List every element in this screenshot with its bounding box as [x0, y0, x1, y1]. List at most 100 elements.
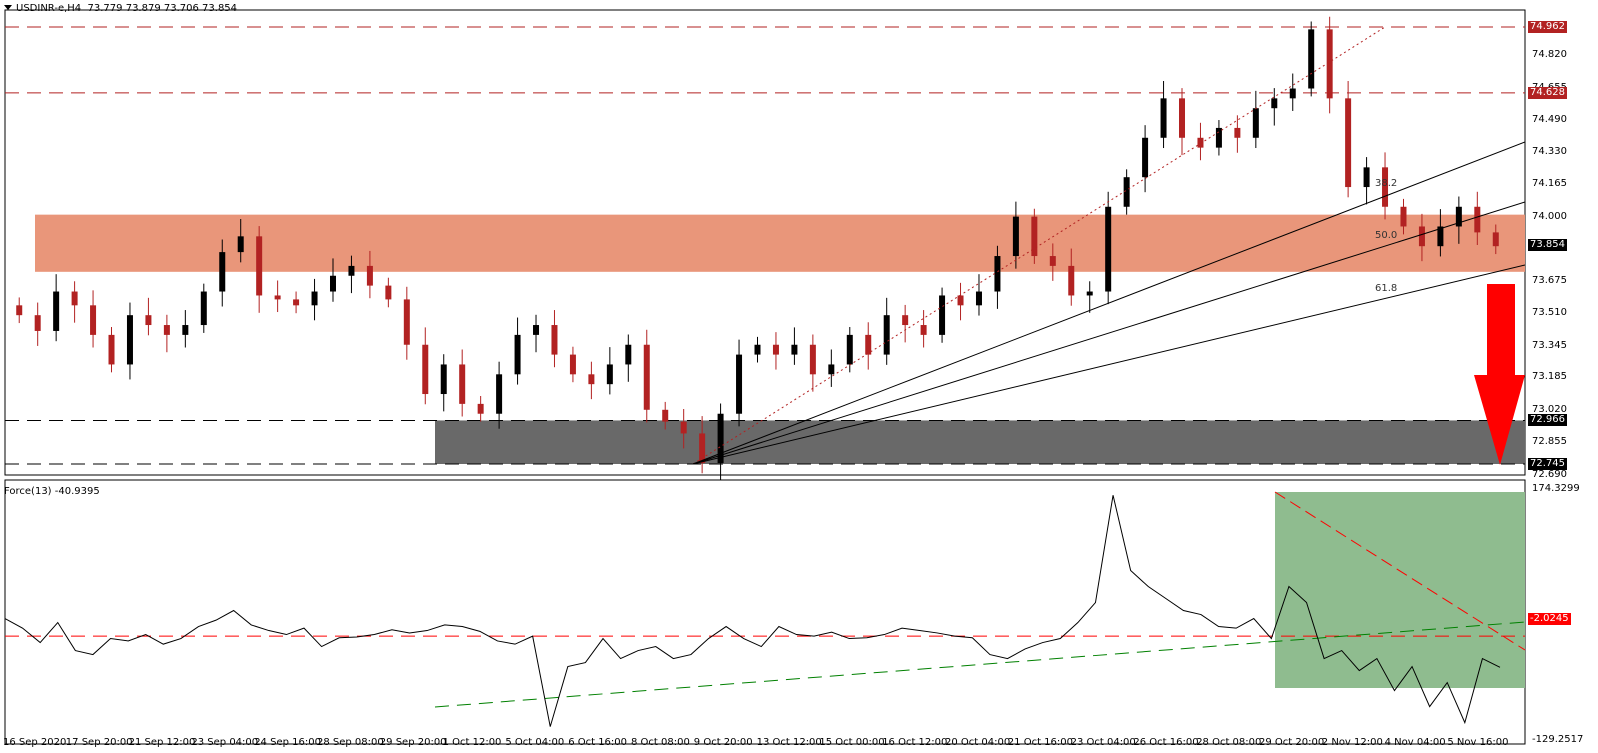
time-tick: 21 Sep 12:00 [128, 737, 196, 748]
time-tick: 28 Oct 08:00 [1196, 737, 1262, 748]
ohlc-values: 73.779 73.879 73.706 73.854 [87, 3, 238, 14]
candle-body [1437, 226, 1444, 247]
price-tag: 73.854 [1528, 239, 1567, 252]
price-tick: 74.165 [1532, 178, 1567, 190]
candle-body [311, 291, 318, 306]
candle-body [1123, 177, 1130, 207]
candle-body [1382, 167, 1389, 207]
fib-trend-line [692, 26, 1386, 465]
candle-body [902, 315, 909, 326]
fib-fan-line-50 [692, 201, 1526, 465]
price-tag: 74.628 [1528, 86, 1567, 99]
candle-body [1308, 29, 1315, 89]
candle-body [90, 305, 97, 335]
candle-body [828, 364, 835, 375]
time-tick: 20 Oct 04:00 [945, 737, 1011, 748]
candle-body [1215, 127, 1222, 148]
candle-body [551, 325, 558, 355]
time-tick: 4 Nov 04:00 [1384, 737, 1446, 748]
fib-label-38: 38.2 [1375, 178, 1398, 189]
candle-body [643, 344, 650, 410]
triangle-down-icon[interactable] [4, 5, 12, 10]
candle-body [126, 315, 133, 365]
price-tick: 74.000 [1532, 210, 1567, 222]
down-arrow-icon [1474, 284, 1525, 465]
time-tick: 6 Oct 16:00 [568, 737, 628, 748]
time-tick: 8 Oct 08:00 [631, 737, 690, 748]
candle-body [219, 252, 226, 292]
candle-body [403, 299, 410, 345]
indicator-uptrend-line [434, 621, 1526, 708]
indicator-axis-bottom: -129.2517 [1532, 734, 1584, 745]
candle-body [1086, 291, 1093, 296]
candle-body [975, 291, 982, 306]
time-tick: 5 Nov 16:00 [1447, 737, 1509, 748]
candle-body [569, 354, 576, 375]
candle-body [1142, 137, 1149, 178]
candle-body [496, 374, 503, 414]
candle-body [200, 291, 207, 326]
candle-body [957, 295, 964, 306]
time-tick: 9 Oct 20:00 [693, 737, 753, 748]
fib-label-61: 61.8 [1375, 283, 1398, 294]
candle-body [514, 334, 521, 375]
candle-body [1252, 108, 1259, 138]
time-tick: 2 Nov 12:00 [1321, 737, 1383, 748]
time-tick: 16 Sep 2020 [3, 737, 67, 748]
time-tick: 17 Sep 20:00 [65, 737, 133, 748]
candle-body [366, 265, 373, 286]
price-tick: 74.490 [1532, 114, 1567, 126]
price-tick: 73.675 [1532, 274, 1567, 286]
price-tick: 72.690 [1532, 468, 1567, 480]
price-tag: 72.966 [1528, 414, 1567, 427]
candle-body [625, 344, 632, 365]
candle-body [145, 315, 152, 326]
candle-body [1234, 127, 1241, 138]
price-tick: 72.855 [1532, 436, 1567, 448]
time-tick: 23 Sep 04:00 [191, 737, 259, 748]
candle-body [846, 334, 853, 365]
candle-body [329, 275, 336, 292]
candle-body [920, 325, 927, 335]
indicator-title: Force(13) -40.9395 [4, 486, 100, 497]
candle-body [385, 285, 392, 300]
price-tick: 74.820 [1532, 48, 1567, 60]
price-tick: 73.020 [1532, 403, 1567, 415]
candle-body [699, 433, 706, 464]
candle-body [1197, 137, 1204, 148]
candle-body [71, 291, 78, 306]
candle-body [1455, 206, 1462, 227]
candle-body [1363, 167, 1370, 188]
candle-body [994, 256, 1001, 292]
candle-body [791, 344, 798, 355]
candle-body [1418, 226, 1425, 247]
candle-body [274, 295, 281, 300]
time-tick: 1 Oct 12:00 [442, 737, 502, 748]
candle-body [754, 344, 761, 355]
candle-body [588, 374, 595, 385]
time-tick: 24 Sep 16:00 [254, 737, 321, 748]
candle-body [422, 344, 429, 395]
candle-body [1105, 206, 1112, 292]
time-tick: 29 Sep 20:00 [379, 737, 447, 748]
time-tick: 16 Oct 12:00 [882, 737, 948, 748]
price-tag: 72.745 [1528, 458, 1567, 470]
symbol-label: USDINR-e,H4 [16, 3, 82, 14]
fib-fan-line-61.8 [692, 264, 1526, 465]
candle-body [1031, 216, 1038, 257]
candle-body [348, 265, 355, 276]
price-tag: 74.962 [1528, 21, 1567, 33]
candle-body [772, 344, 779, 355]
candle-body [865, 334, 872, 355]
time-tick: 23 Oct 04:00 [1070, 737, 1136, 748]
candle-body [883, 315, 890, 355]
candle-body [809, 344, 816, 375]
candle-body [1326, 29, 1333, 99]
candle-body [1400, 206, 1407, 227]
price-tick: 73.510 [1532, 307, 1567, 319]
candle-body [1492, 232, 1499, 247]
fib-label-50: 50.0 [1375, 230, 1398, 241]
candle-body [939, 295, 946, 335]
candle-body [108, 334, 115, 365]
